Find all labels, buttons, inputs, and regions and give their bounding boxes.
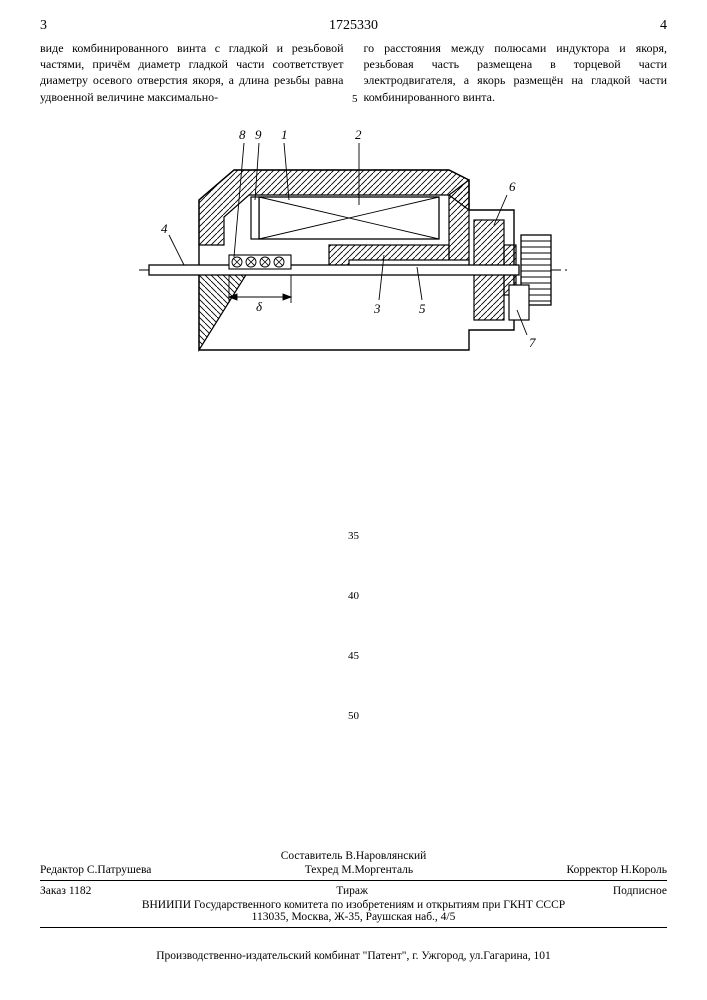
callout-2: 2 — [355, 127, 362, 142]
techred-label: Техред — [305, 864, 339, 876]
callout-7: 7 — [529, 335, 536, 350]
order-num: 1182 — [69, 885, 92, 897]
right-column: го расстояния между полюсами индуктора и… — [364, 40, 668, 105]
page: 3 1725330 4 виде комбинированного винта … — [0, 0, 707, 1000]
corrector: Н.Король — [621, 864, 667, 876]
page-num-left: 3 — [40, 18, 47, 34]
body-columns: виде комбинированного винта с гладкой и … — [40, 40, 667, 105]
figure-svg: δ 8 9 1 2 4 3 5 6 — [139, 125, 569, 385]
editor: С.Патрушева — [87, 864, 152, 876]
callout-1: 1 — [281, 127, 288, 142]
order-label: Заказ — [40, 885, 66, 897]
editor-label: Редактор — [40, 864, 84, 876]
tirazh-label: Тираж — [336, 885, 368, 897]
credits-block: Составитель В.Наровлянский Редактор С.Па… — [40, 850, 667, 932]
org-line2: 113035, Москва, Ж-35, Раушская наб., 4/5 — [40, 911, 667, 923]
techred: М.Моргенталь — [341, 864, 413, 876]
colophon: Производственно-издательский комбинат "П… — [40, 950, 667, 962]
figure: δ 8 9 1 2 4 3 5 6 — [139, 125, 569, 385]
thread-section — [229, 255, 291, 269]
margin-num-5: 5 — [352, 92, 358, 107]
callout-3: 3 — [373, 301, 381, 316]
mark-50: 50 — [334, 710, 374, 722]
page-num-right: 4 — [660, 18, 667, 34]
callout-9: 9 — [255, 127, 262, 142]
rule-2 — [40, 927, 667, 928]
compiler: В.Наровлянский — [345, 850, 426, 862]
right-col-text: го расстояния между полюсами индуктора и… — [364, 41, 668, 104]
header: 3 1725330 4 — [40, 18, 667, 34]
corrector-label: Корректор — [566, 864, 617, 876]
callout-5: 5 — [419, 301, 426, 316]
dim-label: δ — [256, 299, 263, 314]
callout-8: 8 — [239, 127, 246, 142]
rule-1 — [40, 880, 667, 881]
patent-number: 1725330 — [329, 18, 378, 34]
mark-35: 35 — [334, 530, 374, 542]
compiler-label: Составитель — [281, 850, 343, 862]
left-col-text: виде комбинированного винта с гладкой и … — [40, 41, 344, 104]
callout-6: 6 — [509, 179, 516, 194]
left-column: виде комбинированного винта с гладкой и … — [40, 40, 344, 105]
subscription: Подписное — [613, 885, 667, 897]
mark-45: 45 — [334, 650, 374, 662]
callout-4: 4 — [161, 221, 168, 236]
mark-40: 40 — [334, 590, 374, 602]
org-line1: ВНИИПИ Государственного комитета по изоб… — [40, 899, 667, 911]
